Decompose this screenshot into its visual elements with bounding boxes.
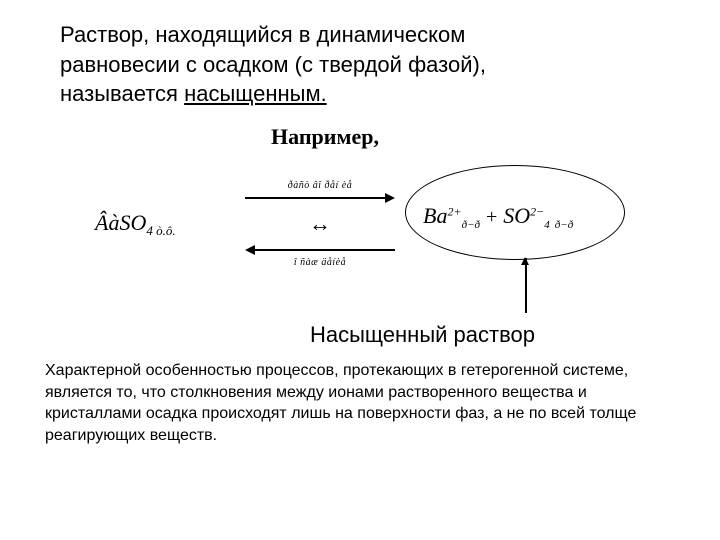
formula-left-main: ÂàSO: [95, 210, 146, 235]
title-line3-prefix: называется: [60, 81, 184, 106]
ion1: Ba: [423, 203, 447, 228]
title-line2: равновесии с осадком (с твердой фазой),: [60, 52, 486, 77]
arrow-bottom-label: î ñàæ äåíèå: [245, 257, 395, 268]
arrow-left-icon: [245, 245, 395, 255]
body-text: Характерной особенностью процессов, прот…: [45, 360, 675, 446]
example-label: Например,: [225, 124, 425, 150]
title-underlined: насыщенным.: [184, 81, 327, 106]
arrow-right-icon: [245, 193, 395, 203]
slide-title: Раствор, находящийся в динамическом равн…: [60, 20, 670, 109]
ellipse-container: Ba2+ð−ð+SO2−4 ð−ð: [405, 165, 625, 275]
ion1-sub: ð−ð: [462, 219, 480, 231]
ion2: SO: [503, 203, 530, 228]
formula-right: Ba2+ð−ð+SO2−4 ð−ð: [423, 203, 573, 231]
equilibrium-symbol: ↔: [245, 211, 395, 237]
formula-left: ÂàSO4 ò.ô.: [95, 210, 176, 239]
formula-left-sub: 4 ò.ô.: [146, 223, 175, 238]
ion2-sup: 2−: [530, 204, 544, 218]
saturated-label: Насыщенный раствор: [310, 322, 535, 348]
plus-sign: +: [486, 206, 497, 228]
arrow-top-label: ðàñò âî ðåí èå: [245, 180, 395, 191]
title-line1: Раствор, находящийся в динамическом: [60, 22, 465, 47]
ion2-sub1: 4: [544, 219, 550, 231]
ion1-sup: 2+: [447, 204, 461, 218]
equation-area: ÂàSO4 ò.ô. ðàñò âî ðåí èå ↔ î ñàæ äåíèå …: [85, 160, 645, 300]
pointer-arrow-icon: [525, 258, 527, 313]
arrows-block: ðàñò âî ðåí èå ↔ î ñàæ äåíèå: [245, 180, 395, 268]
ion2-sub2: ð−ð: [555, 219, 573, 231]
